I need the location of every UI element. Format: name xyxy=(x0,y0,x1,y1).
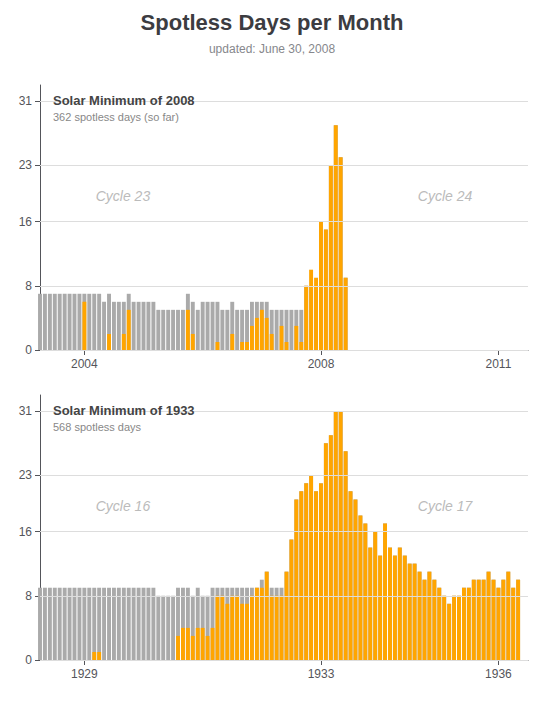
svg-text:8: 8 xyxy=(25,279,32,293)
svg-text:0: 0 xyxy=(25,343,32,357)
svg-text:1929: 1929 xyxy=(71,667,98,681)
svg-text:Solar Minimum of 1933: Solar Minimum of 1933 xyxy=(53,403,195,418)
svg-text:31: 31 xyxy=(19,404,33,418)
svg-text:2004: 2004 xyxy=(71,357,98,371)
svg-text:23: 23 xyxy=(19,158,33,172)
svg-text:568 spotless days: 568 spotless days xyxy=(53,421,142,433)
svg-text:0: 0 xyxy=(25,653,32,667)
svg-text:31: 31 xyxy=(19,94,33,108)
svg-text:16: 16 xyxy=(19,525,33,539)
svg-text:Cycle 24: Cycle 24 xyxy=(418,188,473,204)
svg-text:updated: June 30, 2008: updated: June 30, 2008 xyxy=(209,42,335,56)
svg-text:16: 16 xyxy=(19,215,33,229)
svg-text:362 spotless days (so far): 362 spotless days (so far) xyxy=(53,111,179,123)
svg-text:2011: 2011 xyxy=(486,357,512,371)
svg-text:Solar Minimum of 2008: Solar Minimum of 2008 xyxy=(53,93,195,108)
svg-text:2008: 2008 xyxy=(308,357,335,371)
svg-text:1936: 1936 xyxy=(485,667,512,681)
svg-text:23: 23 xyxy=(19,468,33,482)
svg-text:Cycle 17: Cycle 17 xyxy=(418,498,474,514)
svg-text:Spotless Days per Month: Spotless Days per Month xyxy=(141,10,404,35)
svg-text:1933: 1933 xyxy=(308,667,335,681)
svg-text:Cycle 23: Cycle 23 xyxy=(96,188,151,204)
svg-text:Cycle 16: Cycle 16 xyxy=(96,498,151,514)
svg-text:8: 8 xyxy=(25,589,32,603)
